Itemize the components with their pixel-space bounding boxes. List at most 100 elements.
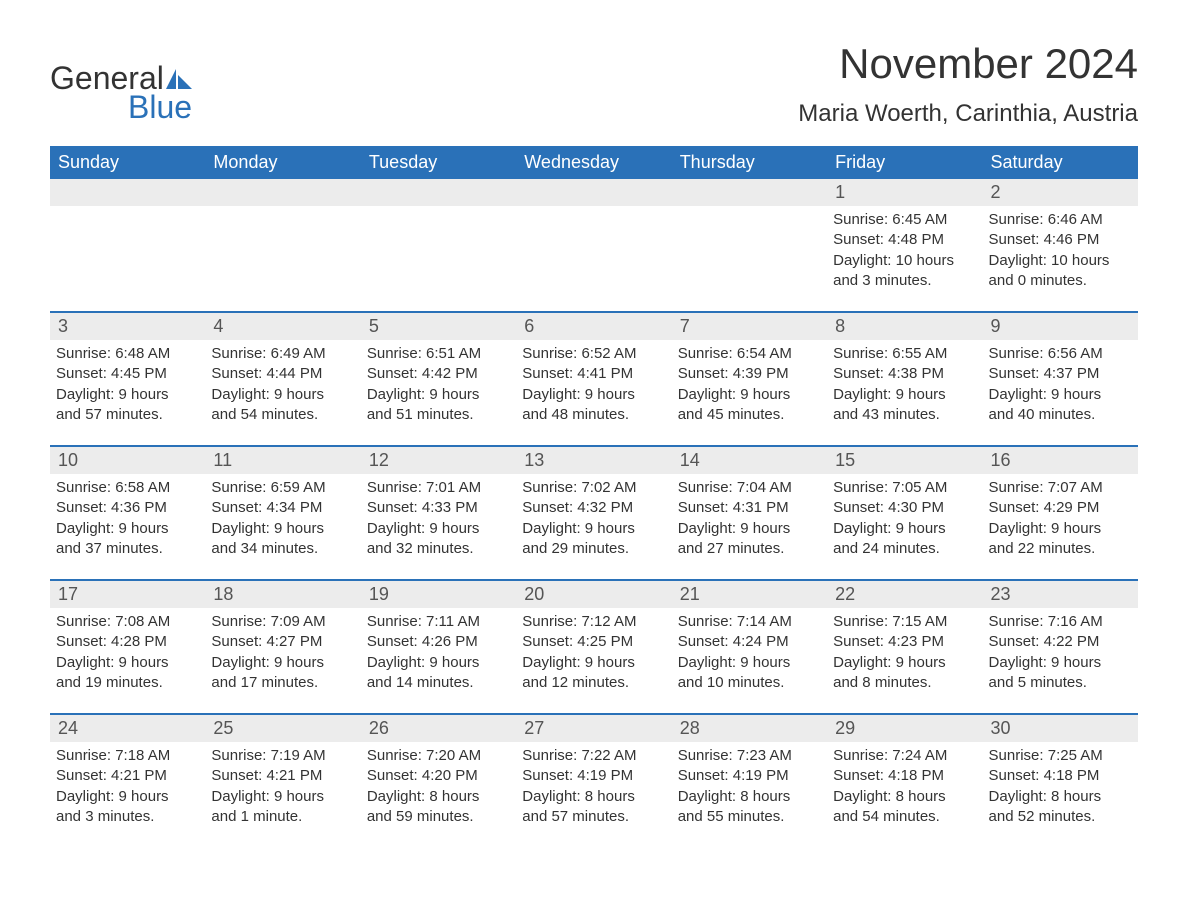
day-details: Sunrise: 7:19 AMSunset: 4:21 PMDaylight:… — [205, 742, 360, 827]
day-ss: Sunset: 4:44 PM — [211, 364, 354, 384]
day-d2: and 45 minutes. — [678, 405, 821, 425]
empty-day-header — [516, 179, 671, 206]
day-d1: Daylight: 9 hours — [833, 385, 976, 405]
day-sr: Sunrise: 7:01 AM — [367, 478, 510, 498]
day-sr: Sunrise: 7:19 AM — [211, 746, 354, 766]
day-d2: and 55 minutes. — [678, 807, 821, 827]
day-d1: Daylight: 9 hours — [989, 653, 1132, 673]
day-details: Sunrise: 6:49 AMSunset: 4:44 PMDaylight:… — [205, 340, 360, 425]
day-ss: Sunset: 4:29 PM — [989, 498, 1132, 518]
day-d1: Daylight: 9 hours — [367, 653, 510, 673]
weekday-header-cell: Friday — [827, 146, 982, 179]
day-details: Sunrise: 6:56 AMSunset: 4:37 PMDaylight:… — [983, 340, 1138, 425]
day-d1: Daylight: 9 hours — [678, 653, 821, 673]
day-ss: Sunset: 4:32 PM — [522, 498, 665, 518]
week-row: 10Sunrise: 6:58 AMSunset: 4:36 PMDayligh… — [50, 445, 1138, 579]
day-d2: and 19 minutes. — [56, 673, 199, 693]
day-d1: Daylight: 9 hours — [367, 385, 510, 405]
day-ss: Sunset: 4:18 PM — [833, 766, 976, 786]
day-number: 27 — [516, 715, 671, 742]
day-cell: 12Sunrise: 7:01 AMSunset: 4:33 PMDayligh… — [361, 447, 516, 579]
day-cell: 4Sunrise: 6:49 AMSunset: 4:44 PMDaylight… — [205, 313, 360, 445]
day-d1: Daylight: 9 hours — [833, 653, 976, 673]
day-d1: Daylight: 9 hours — [56, 787, 199, 807]
day-details: Sunrise: 7:20 AMSunset: 4:20 PMDaylight:… — [361, 742, 516, 827]
day-sr: Sunrise: 7:25 AM — [989, 746, 1132, 766]
day-details: Sunrise: 7:25 AMSunset: 4:18 PMDaylight:… — [983, 742, 1138, 827]
day-d2: and 22 minutes. — [989, 539, 1132, 559]
day-details: Sunrise: 6:46 AMSunset: 4:46 PMDaylight:… — [983, 206, 1138, 291]
day-ss: Sunset: 4:48 PM — [833, 230, 976, 250]
day-sr: Sunrise: 7:11 AM — [367, 612, 510, 632]
empty-day-header — [205, 179, 360, 206]
day-ss: Sunset: 4:18 PM — [989, 766, 1132, 786]
day-sr: Sunrise: 7:15 AM — [833, 612, 976, 632]
day-d2: and 52 minutes. — [989, 807, 1132, 827]
day-d1: Daylight: 9 hours — [522, 653, 665, 673]
day-d2: and 48 minutes. — [522, 405, 665, 425]
day-number: 5 — [361, 313, 516, 340]
weekday-header-cell: Tuesday — [361, 146, 516, 179]
weekday-header-cell: Thursday — [672, 146, 827, 179]
day-number: 15 — [827, 447, 982, 474]
day-number: 16 — [983, 447, 1138, 474]
day-d1: Daylight: 8 hours — [989, 787, 1132, 807]
day-d1: Daylight: 9 hours — [211, 787, 354, 807]
day-sr: Sunrise: 6:56 AM — [989, 344, 1132, 364]
day-sr: Sunrise: 6:59 AM — [211, 478, 354, 498]
day-ss: Sunset: 4:23 PM — [833, 632, 976, 652]
day-d2: and 54 minutes. — [833, 807, 976, 827]
day-details: Sunrise: 6:52 AMSunset: 4:41 PMDaylight:… — [516, 340, 671, 425]
day-details: Sunrise: 7:16 AMSunset: 4:22 PMDaylight:… — [983, 608, 1138, 693]
day-sr: Sunrise: 7:23 AM — [678, 746, 821, 766]
day-number: 2 — [983, 179, 1138, 206]
empty-day-header — [361, 179, 516, 206]
day-number: 4 — [205, 313, 360, 340]
day-sr: Sunrise: 7:02 AM — [522, 478, 665, 498]
day-details: Sunrise: 6:45 AMSunset: 4:48 PMDaylight:… — [827, 206, 982, 291]
day-cell: 17Sunrise: 7:08 AMSunset: 4:28 PMDayligh… — [50, 581, 205, 713]
day-number: 26 — [361, 715, 516, 742]
day-number: 21 — [672, 581, 827, 608]
day-d1: Daylight: 9 hours — [678, 519, 821, 539]
day-d2: and 59 minutes. — [367, 807, 510, 827]
weekday-header-cell: Wednesday — [516, 146, 671, 179]
day-d1: Daylight: 9 hours — [989, 519, 1132, 539]
day-ss: Sunset: 4:31 PM — [678, 498, 821, 518]
day-sr: Sunrise: 7:16 AM — [989, 612, 1132, 632]
day-d2: and 1 minute. — [211, 807, 354, 827]
weekday-header-cell: Monday — [205, 146, 360, 179]
day-cell: 23Sunrise: 7:16 AMSunset: 4:22 PMDayligh… — [983, 581, 1138, 713]
day-cell: 10Sunrise: 6:58 AMSunset: 4:36 PMDayligh… — [50, 447, 205, 579]
day-d1: Daylight: 8 hours — [367, 787, 510, 807]
title-block: November 2024 Maria Woerth, Carinthia, A… — [798, 40, 1138, 128]
day-ss: Sunset: 4:21 PM — [211, 766, 354, 786]
day-ss: Sunset: 4:38 PM — [833, 364, 976, 384]
calendar: SundayMondayTuesdayWednesdayThursdayFrid… — [50, 146, 1138, 847]
day-d2: and 34 minutes. — [211, 539, 354, 559]
day-sr: Sunrise: 7:18 AM — [56, 746, 199, 766]
day-cell: 22Sunrise: 7:15 AMSunset: 4:23 PMDayligh… — [827, 581, 982, 713]
day-sr: Sunrise: 6:58 AM — [56, 478, 199, 498]
day-cell: 21Sunrise: 7:14 AMSunset: 4:24 PMDayligh… — [672, 581, 827, 713]
weeks-container: 1Sunrise: 6:45 AMSunset: 4:48 PMDaylight… — [50, 179, 1138, 847]
day-number: 1 — [827, 179, 982, 206]
day-number: 19 — [361, 581, 516, 608]
day-sr: Sunrise: 6:48 AM — [56, 344, 199, 364]
day-cell: 9Sunrise: 6:56 AMSunset: 4:37 PMDaylight… — [983, 313, 1138, 445]
day-d1: Daylight: 10 hours — [833, 251, 976, 271]
week-row: 1Sunrise: 6:45 AMSunset: 4:48 PMDaylight… — [50, 179, 1138, 311]
day-details: Sunrise: 7:24 AMSunset: 4:18 PMDaylight:… — [827, 742, 982, 827]
day-details: Sunrise: 7:12 AMSunset: 4:25 PMDaylight:… — [516, 608, 671, 693]
day-cell: 2Sunrise: 6:46 AMSunset: 4:46 PMDaylight… — [983, 179, 1138, 311]
day-sr: Sunrise: 6:49 AM — [211, 344, 354, 364]
day-d1: Daylight: 9 hours — [989, 385, 1132, 405]
day-cell — [672, 179, 827, 311]
day-ss: Sunset: 4:41 PM — [522, 364, 665, 384]
weekday-header-cell: Sunday — [50, 146, 205, 179]
day-cell: 24Sunrise: 7:18 AMSunset: 4:21 PMDayligh… — [50, 715, 205, 847]
day-cell: 8Sunrise: 6:55 AMSunset: 4:38 PMDaylight… — [827, 313, 982, 445]
day-cell: 15Sunrise: 7:05 AMSunset: 4:30 PMDayligh… — [827, 447, 982, 579]
day-details: Sunrise: 7:07 AMSunset: 4:29 PMDaylight:… — [983, 474, 1138, 559]
day-number: 14 — [672, 447, 827, 474]
